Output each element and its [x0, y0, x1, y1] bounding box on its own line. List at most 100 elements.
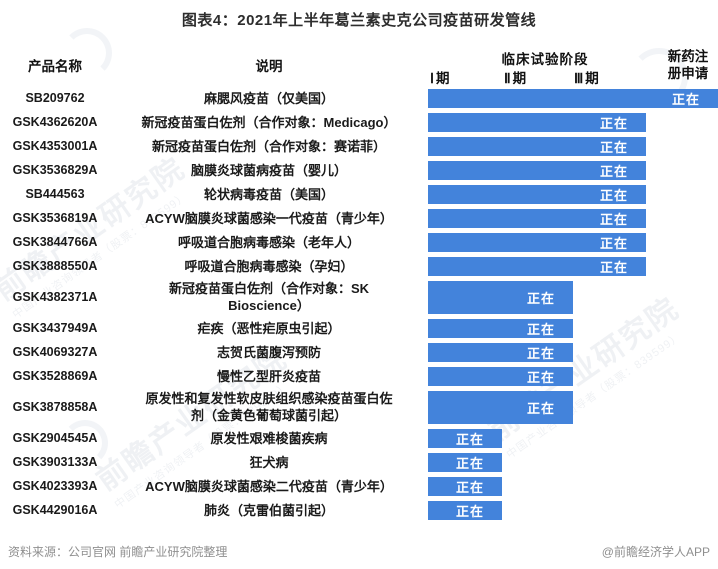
stage-bar-label: 正在	[526, 400, 555, 416]
table-row: GSK3536829A 脑膜炎球菌病疫苗（婴儿） 正在	[0, 158, 718, 182]
stage-bar: 正在	[428, 160, 646, 180]
header-row: 产品名称 说明 临床试验阶段 Ⅰ期 Ⅱ期 Ⅲ期 新药注册申请	[0, 46, 718, 86]
stage-bar-label: 正在	[599, 163, 628, 179]
stage-bar: 正在	[428, 184, 646, 204]
product-description: 狂犬病	[249, 454, 289, 470]
stage-bar: 正在	[428, 476, 502, 496]
table-row: GSK4429016A 肺炎（克雷伯菌引起） 正在	[0, 498, 718, 522]
table-row: GSK3536819A ACYW脑膜炎球菌感染一代疫苗（青少年） 正在	[0, 206, 718, 230]
stage-bar-track: 正在	[428, 426, 718, 450]
stage-bar: 正在	[428, 318, 573, 338]
stage-bar: 正在	[428, 208, 646, 228]
product-code: GSK3528869A	[12, 369, 98, 383]
stage-bar-track: 正在	[428, 316, 718, 340]
product-description: 原发性和复发性软皮肤组织感染疫苗蛋白佐 剂（金黄色葡萄球菌引起）	[145, 391, 393, 423]
stage-bar-label: 正在	[599, 187, 628, 203]
product-code: SB444563	[25, 187, 85, 201]
phase-2-column-label: Ⅱ期	[504, 71, 529, 86]
stage-bar: 正在	[428, 232, 646, 252]
phase-1-column-label: Ⅰ期	[430, 71, 452, 86]
stage-bar-track: 正在	[428, 388, 718, 426]
stage-bar-track: 正在	[428, 474, 718, 498]
stage-bar-label: 正在	[599, 139, 628, 155]
product-description: 慢性乙型肝炎疫苗	[216, 368, 321, 384]
stage-bar-label: 正在	[526, 369, 555, 385]
product-code: GSK4382371A	[12, 290, 98, 304]
stage-bar-label: 正在	[599, 259, 628, 275]
product-description: 肺炎（克雷伯菌引起）	[203, 502, 334, 518]
table-row: GSK3437949A 疟疾（恶性疟原虫引起） 正在	[0, 316, 718, 340]
product-description: 新冠疫苗蛋白佐剂（合作对象：Medicago）	[141, 114, 397, 130]
stage-bar-label: 正在	[455, 479, 484, 495]
stage-bar-track: 正在	[428, 86, 718, 110]
stage-bar-track: 正在	[428, 206, 718, 230]
table-row: GSK4069327A 志贺氏菌腹泻预防 正在	[0, 340, 718, 364]
table-row: SB209762 麻腮风疫苗（仅美国） 正在	[0, 86, 718, 110]
product-code: GSK4362620A	[12, 115, 98, 129]
product-description: 疟疾（恶性疟原虫引起）	[197, 320, 341, 336]
table-row: GSK4362620A 新冠疫苗蛋白佐剂（合作对象：Medicago） 正在	[0, 110, 718, 134]
stage-bar: 正在	[428, 280, 573, 314]
product-description: 脑膜炎球菌病疫苗（婴儿）	[190, 162, 347, 178]
stage-bar-label: 正在	[599, 235, 628, 251]
stage-bar: 正在	[428, 256, 646, 276]
pipeline-rows: SB209762 麻腮风疫苗（仅美国） 正在 GSK4362620A 新冠疫苗蛋白佐剂（…	[0, 86, 718, 522]
table-row: GSK2904545A 原发性艰难梭菌疾病 正在	[0, 426, 718, 450]
product-code: GSK3878858A	[12, 400, 98, 414]
product-description: 志贺氏菌腹泻预防	[216, 344, 321, 360]
stage-bar-label: 正在	[455, 503, 484, 519]
stage-bar-label: 正在	[455, 455, 484, 471]
table-row: GSK4023393A ACYW脑膜炎球菌感染二代疫苗（青少年） 正在	[0, 474, 718, 498]
product-description: 麻腮风疫苗（仅美国）	[203, 90, 334, 106]
description-column-header: 说明	[255, 59, 283, 74]
stage-bar-track: 正在	[428, 134, 718, 158]
product-code: GSK3437949A	[12, 321, 98, 335]
stage-bar-label: 正在	[526, 290, 555, 306]
phase-3-column-label: Ⅲ期	[574, 71, 601, 86]
stage-bar: 正在	[428, 342, 573, 362]
source-note: 资料来源：公司官网 前瞻产业研究院整理	[8, 545, 228, 559]
stage-bar-track: 正在	[428, 254, 718, 278]
table-row: GSK4382371A 新冠疫苗蛋白佐剂（合作对象：SK Bioscience） 正…	[0, 278, 718, 316]
table-row: GSK4353001A 新冠疫苗蛋白佐剂（合作对象：赛诺菲） 正在	[0, 134, 718, 158]
stage-bar-track: 正在	[428, 340, 718, 364]
table-row: GSK3888550A 呼吸道合胞病毒感染（孕妇） 正在	[0, 254, 718, 278]
product-description: 轮状病毒疫苗（美国）	[203, 186, 334, 202]
stage-bar-track: 正在	[428, 364, 718, 388]
table-row: GSK3528869A 慢性乙型肝炎疫苗 正在	[0, 364, 718, 388]
product-code: SB209762	[25, 91, 85, 105]
stage-bar-track: 正在	[428, 450, 718, 474]
stage-columns-header: 临床试验阶段 Ⅰ期 Ⅱ期 Ⅲ期 新药注册申请	[428, 46, 718, 86]
stage-bar: 正在	[428, 500, 502, 520]
stage-bar-track: 正在	[428, 498, 718, 522]
registration-column-header: 新药注册申请	[667, 49, 709, 81]
product-code: GSK2904545A	[12, 431, 98, 445]
product-description: 新冠疫苗蛋白佐剂（合作对象：赛诺菲）	[151, 138, 386, 154]
chart-title: 图表4：2021年上半年葛兰素史克公司疫苗研发管线	[181, 12, 537, 29]
stage-bar-label: 正在	[599, 115, 628, 131]
stage-bar-label: 正在	[671, 91, 700, 107]
stage-bar-track: 正在	[428, 230, 718, 254]
product-code: GSK3536829A	[12, 163, 98, 177]
product-description: 呼吸道合胞病毒感染（老年人）	[177, 234, 360, 250]
table-row: GSK3903133A 狂犬病 正在	[0, 450, 718, 474]
stage-bar: 正在	[428, 366, 573, 386]
stage-bar-track: 正在	[428, 182, 718, 206]
product-code: GSK3844766A	[12, 235, 98, 249]
product-description: 呼吸道合胞病毒感染（孕妇）	[184, 258, 354, 274]
stage-bar: 正在	[428, 136, 646, 156]
stage-bar-label: 正在	[526, 321, 555, 337]
app-credit: @前瞻经济学人APP	[601, 545, 710, 559]
stage-bar: 正在	[428, 452, 502, 472]
stage-bar-track: 正在	[428, 278, 718, 316]
stage-bar-track: 正在	[428, 110, 718, 134]
stage-bar-label: 正在	[455, 431, 484, 447]
stage-bar-label: 正在	[526, 345, 555, 361]
table-row: GSK3878858A 原发性和复发性软皮肤组织感染疫苗蛋白佐 剂（金黄色葡萄球菌…	[0, 388, 718, 426]
stage-bar: 正在	[428, 390, 573, 424]
product-code: GSK4429016A	[12, 503, 98, 517]
product-code: GSK3903133A	[12, 455, 98, 469]
footer: 资料来源：公司官网 前瞻产业研究院整理 @前瞻经济学人APP	[8, 543, 710, 560]
product-code: GSK4069327A	[12, 345, 98, 359]
